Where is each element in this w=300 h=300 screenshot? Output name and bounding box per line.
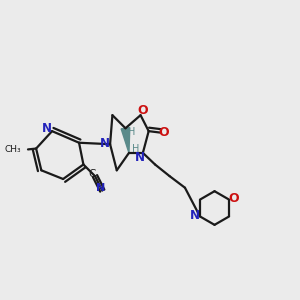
Text: CH₃: CH₃ bbox=[5, 145, 22, 154]
Text: H: H bbox=[132, 143, 139, 154]
Text: O: O bbox=[228, 192, 239, 205]
Text: N: N bbox=[135, 151, 145, 164]
Text: O: O bbox=[159, 126, 170, 139]
Text: C: C bbox=[88, 169, 96, 179]
Text: N: N bbox=[42, 122, 52, 135]
Text: H: H bbox=[128, 127, 136, 137]
Text: N: N bbox=[190, 209, 200, 222]
Text: O: O bbox=[138, 104, 148, 117]
Text: N: N bbox=[96, 183, 105, 193]
Text: N: N bbox=[100, 137, 110, 150]
Polygon shape bbox=[121, 128, 130, 153]
